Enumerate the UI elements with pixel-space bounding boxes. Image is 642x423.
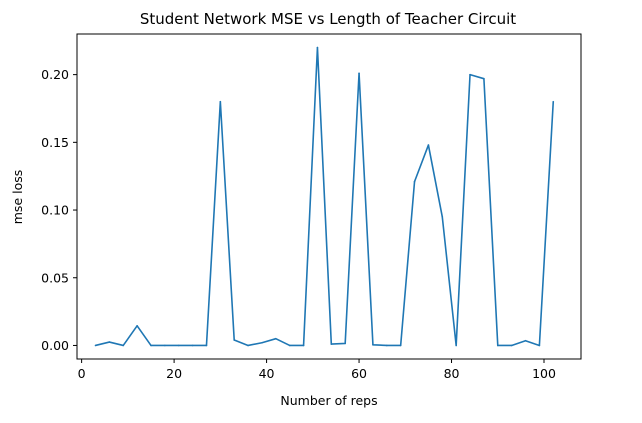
data-point: [358, 72, 360, 75]
x-tick-label: 80: [444, 366, 460, 381]
data-point: [372, 343, 374, 346]
data-point: [524, 339, 527, 342]
data-point: [455, 344, 457, 347]
data-point: [469, 73, 471, 76]
data-point: [399, 344, 402, 347]
y-tick-label: 0.10: [41, 203, 69, 218]
data-point: [205, 344, 208, 347]
data-point: [302, 344, 305, 347]
y-tick-label: 0.15: [41, 135, 69, 150]
data-point: [510, 344, 513, 347]
data-point: [275, 337, 277, 340]
y-axis: 0.00 0.05 0.10 0.15 0.20: [41, 67, 77, 353]
data-point: [538, 344, 541, 347]
x-tick-label: 60: [351, 366, 367, 381]
x-axis-label: Number of reps: [280, 393, 377, 408]
data-point: [164, 344, 166, 347]
series-line: [95, 46, 555, 347]
data-point: [94, 344, 97, 347]
plot-frame: [76, 33, 582, 360]
data-point: [427, 144, 430, 146]
y-axis-label: mse loss: [10, 170, 25, 225]
data-point: [219, 100, 222, 103]
data-point: [483, 77, 485, 80]
data-point: [330, 343, 333, 345]
series-layer: [94, 46, 555, 347]
data-point: [316, 46, 319, 49]
y-tick-label: 0.05: [41, 270, 69, 285]
data-point: [136, 325, 138, 327]
chart-title: Student Network MSE vs Length of Teacher…: [140, 10, 516, 28]
data-point: [122, 344, 125, 347]
data-point: [233, 339, 236, 341]
data-point: [247, 344, 249, 347]
x-tick-label: 20: [166, 366, 182, 381]
data-point: [150, 344, 152, 347]
data-point: [344, 342, 346, 345]
data-point: [288, 344, 291, 347]
data-point: [496, 344, 499, 347]
y-tick-label: 0.00: [41, 338, 69, 353]
data-point: [108, 341, 111, 343]
data-point: [386, 344, 388, 347]
x-tick-label: 0: [78, 366, 86, 381]
x-axis: 0 20 40 60 80 100: [78, 359, 556, 381]
data-point: [441, 216, 444, 218]
x-tick-label: 100: [532, 366, 556, 381]
data-point: [177, 344, 180, 347]
data-point: [191, 344, 194, 347]
x-tick-label: 40: [259, 366, 275, 381]
data-point: [261, 341, 263, 344]
data-point: [413, 180, 416, 183]
y-tick-label: 0.20: [41, 67, 69, 82]
data-point: [552, 100, 555, 103]
